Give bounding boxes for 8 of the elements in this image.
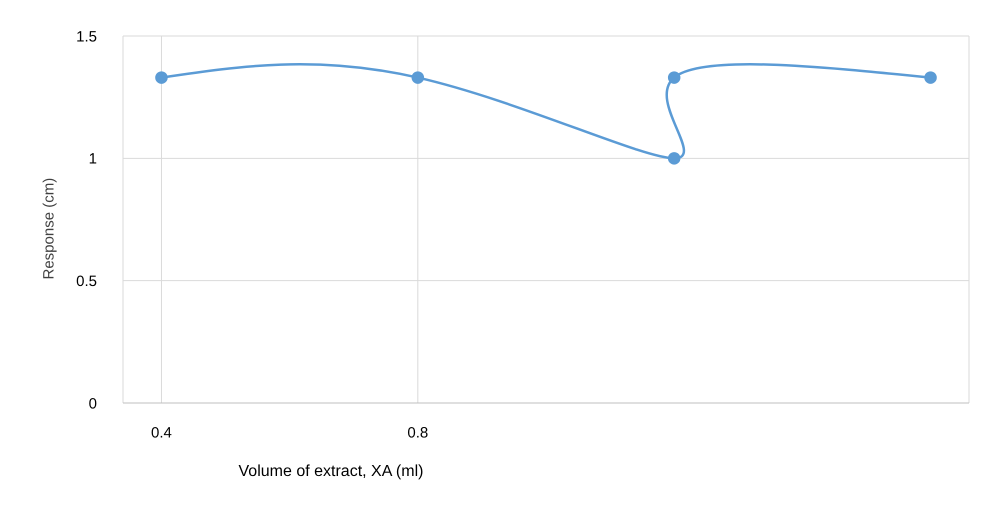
y-axis-title: Response (cm) — [40, 178, 58, 280]
x-tick-label: 0.8 — [407, 424, 428, 442]
y-tick-label: 0 — [88, 395, 97, 412]
x-axis-title: Volume of extract, XA (ml) — [238, 463, 424, 480]
x-tick-label: 0.4 — [151, 424, 172, 442]
y-tick-label: 1.5 — [76, 28, 97, 46]
y-tick-label: 0.5 — [76, 272, 97, 290]
y-tick-label: 1 — [88, 150, 97, 168]
